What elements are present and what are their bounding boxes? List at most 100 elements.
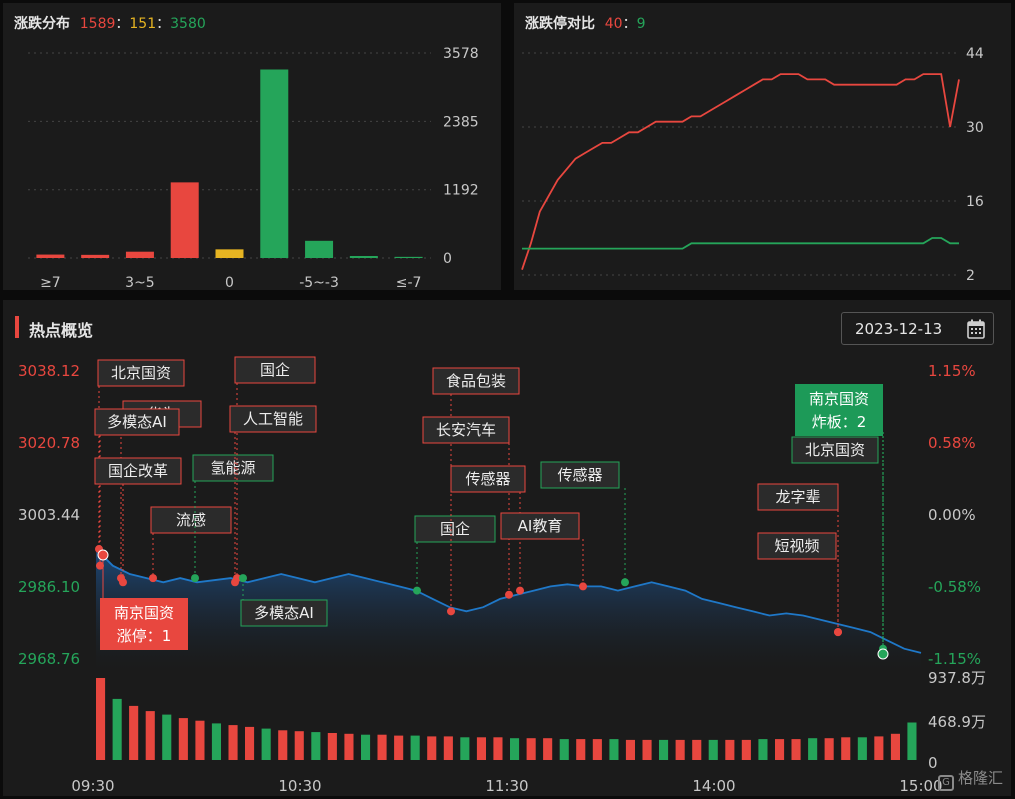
limit-title: 涨跌停对比 [525, 16, 595, 32]
volume-bar [609, 739, 619, 760]
y-tick-label: 2 [966, 268, 975, 284]
price-area [96, 549, 921, 670]
annotation-marker [231, 578, 239, 587]
volume-label: 468.9万 [928, 713, 986, 731]
annotation-marker [149, 574, 157, 583]
x-tick-label: 15:00 [899, 777, 942, 795]
annotation-box [432, 367, 520, 395]
x-tick-label: 09:30 [71, 777, 114, 795]
annotation-marker [96, 561, 104, 570]
annotation-marker [413, 586, 421, 595]
callout-line1: 南京国资 [809, 390, 869, 408]
volume-label: 0 [928, 754, 938, 772]
bar [305, 240, 334, 258]
volume-bar [625, 739, 635, 760]
volume-bar [145, 711, 155, 760]
date-value: 2023-12-13 [855, 320, 943, 338]
callout-box [795, 384, 883, 436]
y-right-label: 1.15% [928, 362, 976, 380]
annotation-box [500, 512, 580, 540]
watermark: G 格隆汇 [937, 767, 1003, 791]
volume-bar [907, 722, 917, 760]
volume-bar [708, 739, 718, 760]
separator: ： [156, 16, 171, 32]
bar [394, 256, 423, 258]
hot-overview-title: 热点概览 [29, 321, 94, 340]
volume-bar [311, 732, 321, 760]
annotation-box [450, 465, 526, 493]
volume-bar [493, 737, 503, 760]
y-left-label: 2986.10 [18, 578, 80, 596]
y-left-label: 2968.76 [18, 650, 80, 668]
x-tick-label: ≥7 [40, 275, 61, 290]
limit-down-count: 9 [636, 16, 646, 32]
volume-bar [526, 738, 536, 760]
y-tick-label: 2385 [443, 114, 479, 130]
bar [36, 254, 65, 258]
annotation-box [414, 515, 496, 543]
volume-bar [410, 735, 420, 760]
annotation-label: 多模态AI [107, 413, 167, 431]
distribution-title-row: 涨跌分布 1589：151：3580 [14, 13, 206, 33]
y-right-label: -1.15% [928, 650, 981, 668]
volume-bar [725, 739, 735, 760]
up-count: 1589 [79, 16, 116, 32]
volume-bar [476, 737, 486, 760]
calendar-icon[interactable] [967, 319, 985, 339]
annotation-box [94, 408, 180, 436]
y-tick-label: 3578 [443, 46, 479, 62]
annotation-label: 国企改革 [108, 462, 168, 480]
annotation-marker [119, 578, 127, 587]
volume-bar [211, 723, 221, 760]
volume-bar [112, 698, 122, 760]
volume-bar [841, 737, 851, 760]
annotation-label: 人工智能 [243, 410, 303, 428]
annotation-marker [239, 574, 247, 583]
watermark-logo-icon: G [937, 775, 954, 791]
volume-bar [758, 739, 768, 760]
callout-marker [877, 648, 889, 660]
volume-bar [327, 733, 337, 760]
annotation-box [97, 359, 185, 387]
distribution-panel: 涨跌分布 1589：151：3580 0 1192 2385 3578 ≥7 3~5 0 -5… [3, 3, 501, 290]
volume-bar [245, 726, 255, 760]
series-line [522, 237, 959, 250]
bar [81, 254, 110, 258]
volume-bar [460, 737, 470, 760]
annotation-box [192, 454, 274, 482]
annotation-label: 传感器 [465, 470, 510, 488]
title-accent-bar [15, 316, 19, 338]
annotation-label: 北京国资 [111, 364, 171, 382]
volume-bar [443, 736, 453, 760]
x-tick-label: 11:30 [485, 777, 528, 795]
y-tick-label: 44 [966, 46, 984, 62]
series-line [521, 73, 960, 270]
volume-bar [195, 720, 205, 760]
callout-line2: 炸板：2 [812, 413, 867, 431]
hot-overview-panel: 热点概览 2023-12-13 3038.12 1.15% 3020.78 0.58%… [3, 300, 1011, 796]
volume-bar [510, 738, 520, 760]
date-picker[interactable]: 2023-12-13 [841, 312, 994, 345]
annotation-marker [579, 582, 587, 591]
limit-line-chart: 2 16 30 44 [521, 46, 984, 284]
volume-bar [857, 737, 867, 760]
hot-overview-chart: 3038.12 1.15% 3020.78 0.58% 3003.44 0.00% 2986… [18, 356, 986, 795]
annotation-marker [191, 574, 199, 583]
annotation-box [540, 461, 620, 489]
volume-bar [162, 714, 172, 760]
volume-bar [692, 739, 702, 760]
callout-box [100, 598, 188, 650]
volume-bar [294, 731, 304, 760]
volume-bar [576, 739, 586, 760]
annotation-label: 流感 [176, 511, 206, 529]
volume-bar [592, 739, 602, 760]
flat-count: 151 [129, 16, 157, 32]
volume-bar [178, 718, 188, 760]
y-left-label: 3038.12 [18, 362, 80, 380]
y-right-label: -0.58% [928, 578, 981, 596]
annotation-box [422, 416, 510, 444]
bar [260, 69, 289, 258]
separator: ： [622, 16, 637, 32]
y-left-label: 3003.44 [18, 506, 80, 524]
callout-line1: 南京国资 [114, 604, 174, 622]
